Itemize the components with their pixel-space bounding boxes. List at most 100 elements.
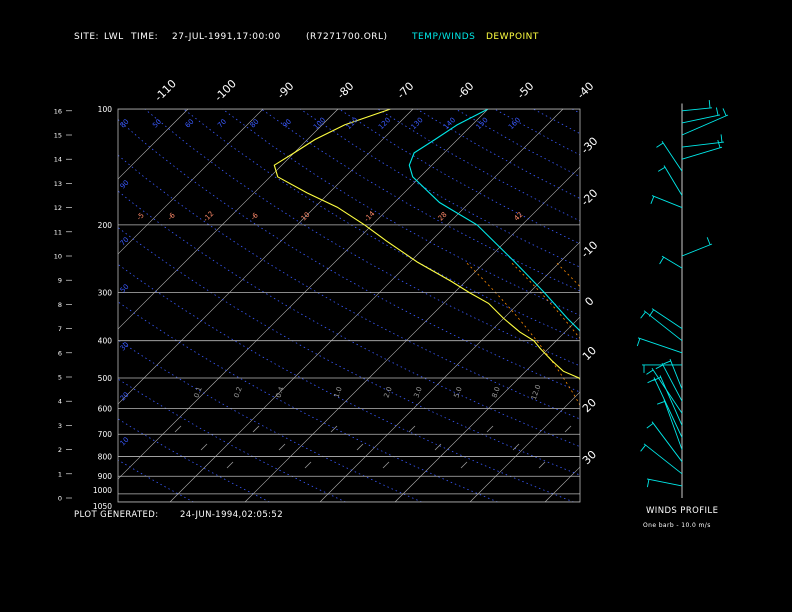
wind-barb	[653, 376, 661, 381]
wind-barb	[720, 134, 723, 143]
dry-adiabat	[416, 109, 580, 199]
mixing-ratio-label: 80	[119, 118, 131, 130]
wind-barb	[647, 378, 656, 384]
dry-adiabat	[118, 190, 580, 448]
dry-adiabat	[118, 301, 498, 502]
isotherm-line	[695, 109, 792, 502]
dry-adiabat	[455, 109, 580, 178]
dry-adiabat	[118, 339, 422, 502]
wind-barb	[640, 444, 646, 452]
wind-barb	[659, 256, 665, 265]
height-tick-label: 13	[54, 180, 62, 188]
height-tick-label: 1	[58, 470, 62, 478]
moist-adiabat	[465, 261, 580, 406]
wind-barb	[648, 309, 655, 317]
dry-adiabat	[299, 109, 580, 268]
wind-barb	[722, 108, 727, 116]
wind-shaft	[661, 141, 683, 172]
wind-shaft	[659, 375, 683, 426]
isotherm-line	[319, 241, 580, 502]
dry-adiabat	[261, 109, 580, 292]
lower-mixing-label: 0.2	[232, 386, 243, 399]
mixing-ratio-left-label: 70	[119, 236, 131, 248]
surface-streak	[486, 425, 494, 433]
plot-frame	[117, 108, 581, 503]
height-tick-label: 12	[54, 204, 62, 212]
header-time: 27-JUL-1991,17:00:00	[172, 32, 281, 42]
wind-shaft	[681, 107, 713, 112]
isotherm-line	[118, 109, 489, 480]
mixing-ratio-left-label: 50	[119, 283, 131, 295]
surface-streak	[564, 425, 572, 433]
dry-adiabat	[144, 109, 580, 367]
wind-shaft	[681, 114, 721, 124]
wind-barb	[636, 338, 641, 347]
pressure-tick-label: 800	[98, 453, 113, 462]
wind-barb	[706, 237, 711, 245]
mixing-ratio-label: 140	[442, 116, 457, 131]
wind-shaft	[681, 141, 725, 148]
height-tick-label: 14	[54, 156, 62, 164]
isotherm-line	[118, 109, 414, 405]
wind-shaft	[663, 399, 683, 450]
mixing-ratio-label: 90	[281, 118, 293, 130]
wind-shaft	[651, 368, 683, 414]
isotherm-line	[244, 166, 580, 502]
height-tick-label: 3	[58, 422, 62, 430]
dry-adiabat	[727, 109, 792, 502]
moist-adiabat	[510, 261, 580, 340]
adiabat-label: 28	[437, 211, 449, 223]
wind-barb	[650, 196, 655, 204]
isotherm-line	[169, 109, 564, 502]
height-tick-label: 15	[54, 132, 62, 140]
wind-shaft	[646, 478, 683, 487]
isotherm-line	[770, 109, 792, 502]
right-isotherm-label: 30	[580, 448, 599, 467]
surface-streak	[304, 461, 312, 469]
adiabat-label: -5	[135, 211, 146, 222]
dry-adiabat	[689, 109, 792, 502]
footer-generated: 24-JUN-1994,02:05:52	[180, 510, 284, 520]
wind-shaft	[637, 337, 683, 354]
mixing-ratio-label: 100	[312, 116, 327, 131]
barb-note: One barb - 10.0 m/s	[643, 522, 711, 529]
pressure-tick-label: 1000	[93, 486, 112, 495]
surface-streak	[460, 461, 468, 469]
header-dew-label: DEWPOINT	[486, 32, 539, 42]
mixing-ratio-label: 150	[475, 116, 490, 131]
wind-shaft	[651, 308, 683, 329]
wind-shaft	[643, 310, 683, 342]
surface-streak	[434, 443, 442, 451]
height-tick-label: 11	[54, 228, 62, 236]
mixing-ratio-label: 80	[249, 118, 261, 130]
wind-shaft	[669, 358, 683, 390]
wind-shaft	[681, 114, 729, 136]
height-tick-label: 4	[58, 398, 62, 406]
dry-adiabat	[650, 109, 792, 502]
dry-adiabat	[338, 109, 580, 245]
dry-adiabat	[118, 119, 580, 393]
right-isotherm-label: -10	[579, 239, 601, 261]
lower-mixing-label: 2.0	[382, 386, 393, 399]
lower-mixing-label: 3.0	[412, 386, 423, 399]
dry-adiabat	[118, 227, 580, 476]
isotherm-line	[0, 109, 38, 502]
dry-adiabat	[118, 459, 194, 502]
isotherm-line	[118, 109, 339, 330]
moist-adiabat	[555, 261, 580, 288]
dry-adiabat	[766, 109, 792, 502]
right-isotherm-label: -20	[579, 187, 601, 209]
isotherm-line	[394, 316, 580, 502]
surface-streak	[356, 443, 364, 451]
isotherm-line	[118, 109, 189, 180]
top-isotherm-label: -100	[212, 77, 239, 104]
surface-streak	[278, 443, 286, 451]
height-tick-label: 6	[58, 349, 62, 357]
wind-barb	[663, 360, 671, 365]
right-isotherm-label: 20	[580, 396, 599, 415]
wind-barb	[717, 139, 721, 148]
pressure-tick-label: 200	[98, 221, 113, 230]
dry-adiabat	[118, 154, 580, 420]
wind-shaft	[663, 165, 683, 196]
